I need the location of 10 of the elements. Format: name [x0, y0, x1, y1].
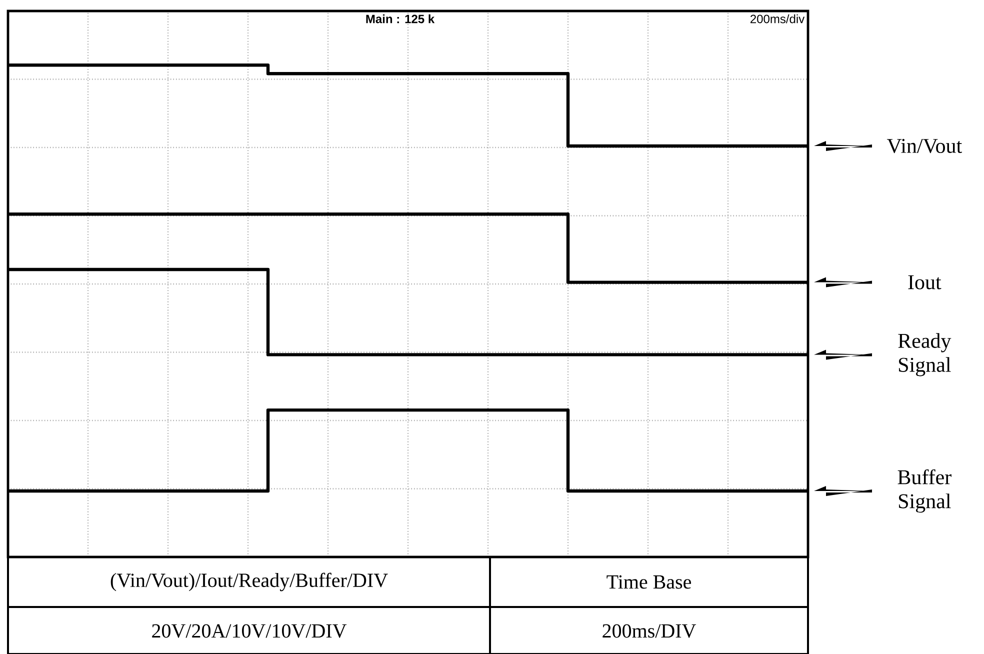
text: 200ms/DIV	[602, 624, 696, 638]
text: 20V/20A/10V/10V/DIV	[152, 624, 347, 638]
text: (Vin/Vout)/Iout/Ready/Buffer/DIV	[110, 572, 388, 592]
text: 200ms/div	[750, 14, 805, 24]
legend-label: Iout	[908, 275, 942, 290]
text: Main : 125 k	[366, 14, 435, 24]
text: Time Base	[606, 575, 692, 589]
legend-label: Vin/Vout	[886, 138, 962, 154]
legend-label: Ready Signal	[898, 333, 952, 376]
legend-label: Buffer Signal	[898, 469, 952, 513]
